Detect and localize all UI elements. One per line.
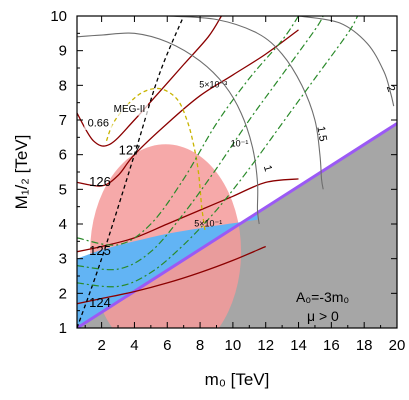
- x-tick-label: 14: [290, 337, 307, 354]
- series-line-bsmumu-5: [105, 87, 206, 231]
- y-tick-label: 5: [59, 181, 67, 198]
- contour-label: 5×10⁻³: [199, 80, 227, 90]
- contour-label: 5×10⁻¹: [194, 218, 222, 228]
- contour-label: 2: [384, 84, 397, 94]
- series-line-proton_decay-9: [77, 16, 299, 246]
- x-axis-title: m₀ [TeV]: [205, 370, 270, 389]
- series-line-proton_decay-10: [77, 16, 324, 271]
- x-tick-label: 4: [130, 337, 138, 354]
- series-line-tau_lifetime-7: [167, 16, 324, 190]
- y-tick-label: 8: [59, 77, 67, 94]
- contour-label: 126: [89, 174, 111, 189]
- y-tick-label: 10: [50, 8, 67, 25]
- y-axis-title: M₁/₂ [TeV]: [12, 135, 31, 210]
- y-tick-label: 7: [59, 112, 67, 129]
- contour-label: 10⁻¹: [231, 139, 249, 149]
- series-line-tau_lifetime-8: [298, 16, 395, 107]
- param-mu: μ > 0: [307, 308, 339, 324]
- series-line-higgs_mass-1: [77, 178, 299, 253]
- contour-label-bg: [84, 116, 113, 130]
- stau-boundary-line: [77, 122, 397, 328]
- x-tick-label: 8: [196, 337, 204, 354]
- series-line-tau_lifetime-6: [77, 32, 260, 225]
- series-line-proton_decay-11: [77, 16, 359, 288]
- series-line-higgs_mass-2: [77, 29, 299, 187]
- series-lines: [77, 16, 395, 328]
- contour-label: MEG-II: [114, 104, 146, 115]
- contour-label: 125: [89, 243, 111, 258]
- x-tick-label: 6: [163, 337, 171, 354]
- contour-labels: 127 126 125 124 0.66 MEG-II 1 1.5 2 5×10⁻³ 10⁻¹ 5×1…: [84, 80, 397, 310]
- y-tick-label: 9: [59, 43, 67, 60]
- y-tick-label: 3: [59, 251, 67, 268]
- series-line-higgs_mass-0: [77, 245, 266, 305]
- y-tick-label: 2: [59, 285, 67, 302]
- x-tick-label: 2: [97, 337, 105, 354]
- y-tick-label: 6: [59, 147, 67, 164]
- x-tick-label: 10: [225, 337, 242, 354]
- x-tick-label: 20: [389, 337, 406, 354]
- contour-label: 1: [261, 164, 274, 173]
- x-tick-label: 12: [257, 337, 274, 354]
- contour-label-bg: [111, 103, 149, 116]
- y-tick-label: 1: [59, 320, 67, 337]
- contour-label: 127: [119, 143, 141, 158]
- y-tick-label: 4: [59, 216, 67, 233]
- contour-label: 124: [89, 295, 111, 310]
- param-a0: A₀=-3m₀: [296, 289, 349, 305]
- x-tick-label: 18: [356, 337, 373, 354]
- contour-label: 1.5: [314, 125, 328, 142]
- contour-label: 0.66: [88, 117, 109, 129]
- series-line-meg-4: [77, 16, 185, 328]
- x-tick-label: 16: [323, 337, 340, 354]
